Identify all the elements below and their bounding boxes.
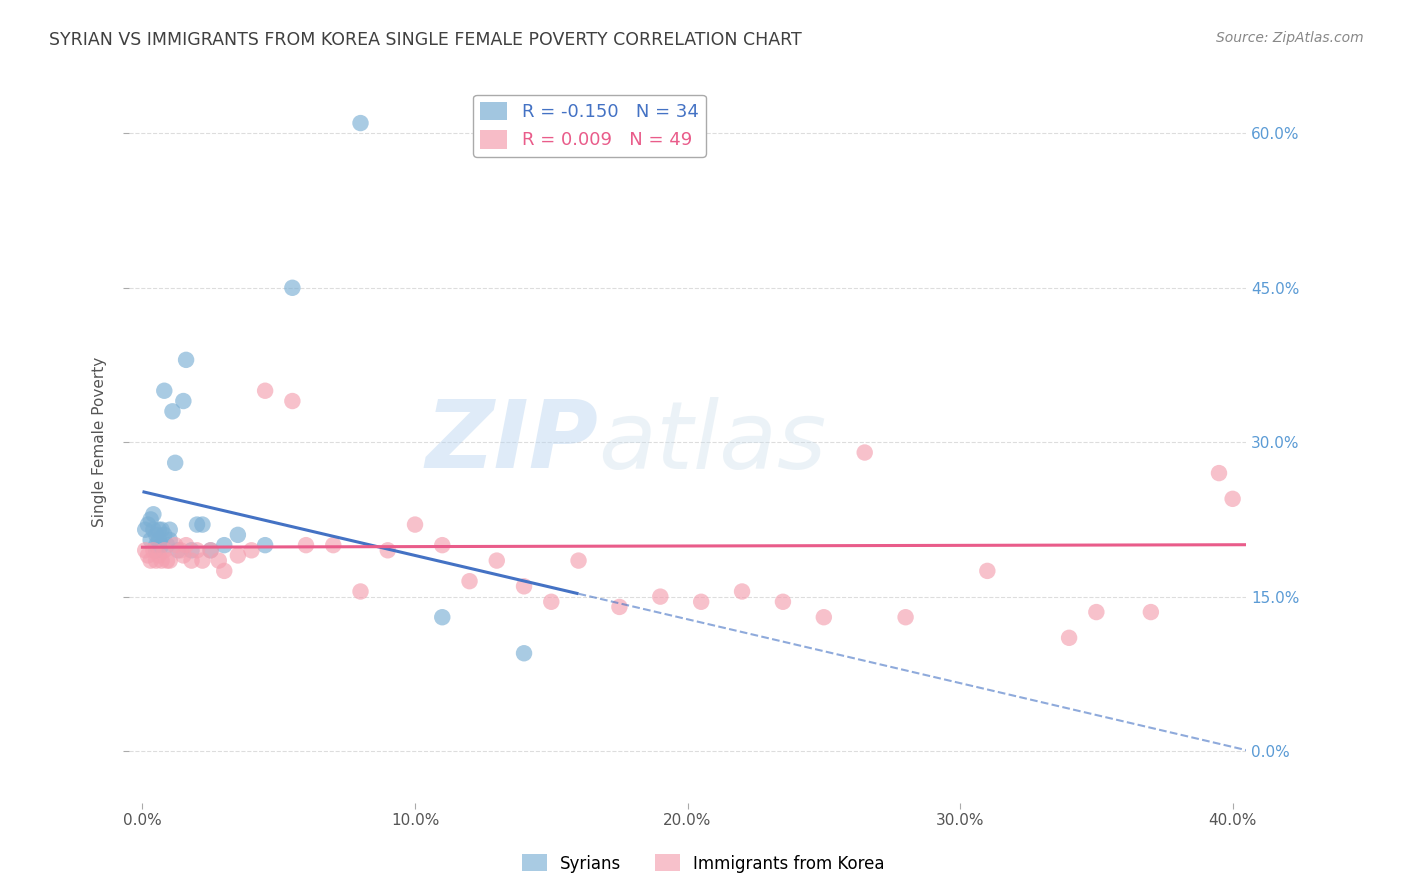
Point xyxy=(212,538,235,552)
Point xyxy=(976,564,998,578)
Point xyxy=(186,543,208,558)
Point xyxy=(404,517,426,532)
Point xyxy=(650,590,672,604)
Point xyxy=(1140,605,1163,619)
Point xyxy=(172,394,194,409)
Point xyxy=(174,352,197,367)
Point xyxy=(148,523,170,537)
Legend: R = -0.150   N = 34, R = 0.009   N = 49: R = -0.150 N = 34, R = 0.009 N = 49 xyxy=(472,95,706,157)
Point xyxy=(145,528,167,542)
Point xyxy=(165,538,187,552)
Point xyxy=(150,523,173,537)
Point xyxy=(145,538,167,552)
Point xyxy=(567,553,589,567)
Point xyxy=(485,553,508,567)
Point xyxy=(150,538,173,552)
Point xyxy=(174,538,197,552)
Point xyxy=(153,543,176,558)
Text: ZIP: ZIP xyxy=(425,396,598,488)
Point xyxy=(191,517,214,532)
Point xyxy=(254,384,277,398)
Point xyxy=(200,543,222,558)
Point xyxy=(432,610,454,624)
Point xyxy=(1208,466,1230,480)
Point xyxy=(191,553,214,567)
Point xyxy=(295,538,318,552)
Point xyxy=(153,528,176,542)
Y-axis label: Single Female Poverty: Single Female Poverty xyxy=(93,357,107,527)
Point xyxy=(180,553,202,567)
Point xyxy=(156,553,179,567)
Point xyxy=(134,543,156,558)
Point xyxy=(609,599,631,614)
Point xyxy=(226,528,249,542)
Point xyxy=(281,394,304,409)
Point xyxy=(200,543,222,558)
Point xyxy=(150,553,173,567)
Point xyxy=(377,543,399,558)
Point xyxy=(145,553,167,567)
Point xyxy=(813,610,835,624)
Point xyxy=(731,584,754,599)
Point xyxy=(156,538,179,552)
Point xyxy=(180,543,202,558)
Point xyxy=(772,595,794,609)
Point xyxy=(349,116,371,130)
Point xyxy=(1222,491,1244,506)
Point xyxy=(148,549,170,563)
Point xyxy=(254,538,277,552)
Point xyxy=(148,533,170,547)
Point xyxy=(894,610,917,624)
Point xyxy=(513,579,536,593)
Point xyxy=(172,549,194,563)
Text: Source: ZipAtlas.com: Source: ZipAtlas.com xyxy=(1216,31,1364,45)
Point xyxy=(167,543,190,558)
Point xyxy=(322,538,344,552)
Point xyxy=(208,553,231,567)
Point xyxy=(1085,605,1108,619)
Text: SYRIAN VS IMMIGRANTS FROM KOREA SINGLE FEMALE POVERTY CORRELATION CHART: SYRIAN VS IMMIGRANTS FROM KOREA SINGLE F… xyxy=(49,31,801,49)
Point xyxy=(226,549,249,563)
Point xyxy=(458,574,481,589)
Point xyxy=(159,533,181,547)
Point xyxy=(134,523,156,537)
Point xyxy=(136,549,159,563)
Point xyxy=(165,456,187,470)
Point xyxy=(139,553,162,567)
Point xyxy=(139,512,162,526)
Point xyxy=(139,533,162,547)
Point xyxy=(690,595,713,609)
Point xyxy=(853,445,876,459)
Point xyxy=(136,517,159,532)
Point xyxy=(281,281,304,295)
Point xyxy=(153,384,176,398)
Point xyxy=(212,564,235,578)
Point xyxy=(432,538,454,552)
Point xyxy=(1057,631,1080,645)
Point xyxy=(240,543,263,558)
Point xyxy=(142,523,165,537)
Point xyxy=(349,584,371,599)
Point xyxy=(145,543,167,558)
Point xyxy=(162,404,184,418)
Legend: Syrians, Immigrants from Korea: Syrians, Immigrants from Korea xyxy=(515,847,891,880)
Point xyxy=(159,523,181,537)
Point xyxy=(159,553,181,567)
Point xyxy=(186,517,208,532)
Point xyxy=(142,508,165,522)
Point xyxy=(169,543,191,558)
Text: atlas: atlas xyxy=(598,397,827,488)
Point xyxy=(540,595,562,609)
Point xyxy=(513,646,536,660)
Point xyxy=(142,543,165,558)
